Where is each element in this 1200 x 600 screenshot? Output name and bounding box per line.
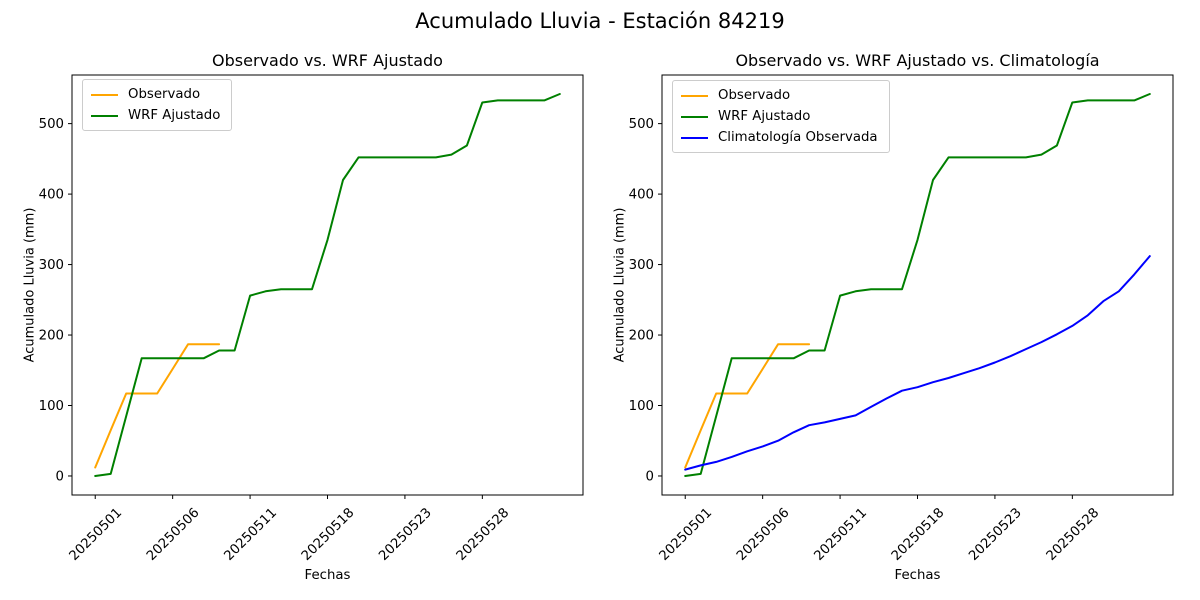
x-tick-label: 20250501	[67, 505, 125, 563]
y-tick-label: 0	[56, 469, 64, 484]
series-line-observado	[94, 343, 221, 469]
figure-title: Acumulado Lluvia - Estación 84219	[415, 9, 785, 33]
x-tick-label: 20250506	[144, 505, 202, 563]
y-tick-label: 200	[39, 329, 64, 344]
x-tick-label: 20250518	[889, 505, 947, 563]
y-tick-label: 200	[629, 329, 654, 344]
wrf-ajustado-line-swatch	[681, 115, 708, 118]
x-tick-label: 20250528	[454, 505, 512, 563]
x-axis-label-left: Fechas	[304, 568, 351, 583]
legend-left: Observado WRF Ajustado	[82, 79, 233, 131]
legend-row: Observado	[681, 85, 878, 106]
legend-row: WRF Ajustado	[91, 105, 220, 126]
series-line-wrf-ajustado	[94, 93, 561, 477]
y-tick-label: 0	[646, 469, 654, 484]
observado-line-swatch	[681, 94, 708, 97]
y-tick-label: 400	[39, 188, 64, 203]
y-tick-label: 400	[629, 188, 654, 203]
legend-label: Climatología Observada	[718, 130, 878, 145]
x-tick-label: 20250528	[1044, 505, 1102, 563]
y-tick-label: 100	[39, 399, 64, 414]
y-tick-label: 500	[629, 117, 654, 132]
legend-right: Observado WRF Ajustado Climatología Obse…	[672, 80, 890, 153]
subplot-title-right: Observado vs. WRF Ajustado vs. Climatolo…	[735, 51, 1100, 70]
y-tick-label: 300	[629, 258, 654, 273]
y-tick-label: 100	[629, 399, 654, 414]
x-tick-label: 20250518	[299, 505, 357, 563]
wrf-ajustado-line-swatch	[91, 114, 118, 117]
subplot-frame	[71, 74, 584, 496]
x-tick-label: 20250523	[376, 505, 434, 563]
legend-label: Observado	[128, 87, 201, 102]
climatologia-line-swatch	[681, 136, 708, 139]
subplot-0: 0 100 200 300 400 500 20250501 20250506 20250511…	[39, 74, 584, 564]
series-line-wrf-ajustado	[684, 93, 1151, 477]
x-tick-label: 20250523	[966, 505, 1024, 563]
subplot-title-left: Observado vs. WRF Ajustado	[212, 51, 443, 70]
y-tick-label: 500	[39, 117, 64, 132]
series-line-observado	[684, 343, 811, 469]
legend-label: Observado	[718, 88, 791, 103]
legend-label: WRF Ajustado	[718, 109, 811, 124]
x-tick-label: 20250506	[734, 505, 792, 563]
legend-row: Observado	[91, 84, 220, 105]
y-tick-label: 300	[39, 258, 64, 273]
series-line-climatolog-a-observada	[684, 255, 1151, 471]
x-tick-label: 20250501	[657, 505, 715, 563]
legend-label: WRF Ajustado	[128, 108, 221, 123]
legend-row: Climatología Observada	[681, 127, 878, 148]
x-tick-label: 20250511	[812, 505, 870, 563]
observado-line-swatch	[91, 93, 118, 96]
x-tick-label: 20250511	[222, 505, 280, 563]
legend-row: WRF Ajustado	[681, 106, 878, 127]
x-axis-label-right: Fechas	[894, 568, 941, 583]
